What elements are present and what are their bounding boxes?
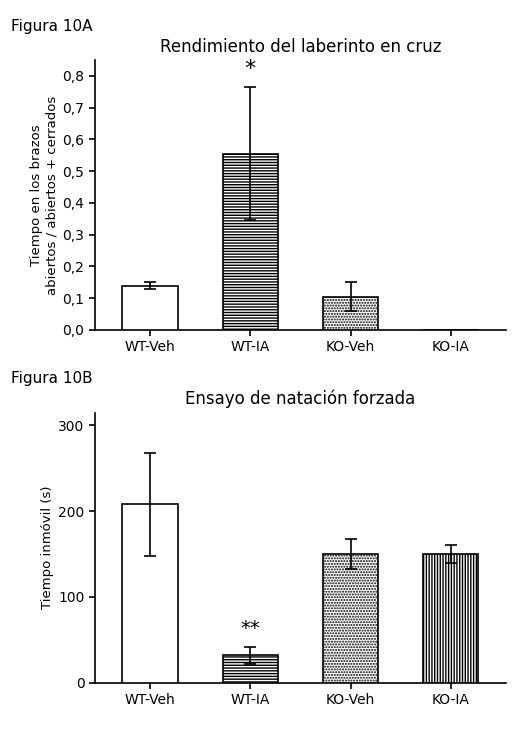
Bar <box>223 154 278 330</box>
Text: *: * <box>245 59 256 79</box>
Bar <box>323 297 378 330</box>
Text: Figura 10B: Figura 10B <box>11 371 92 386</box>
Title: Rendimiento del laberinto en cruz: Rendimiento del laberinto en cruz <box>160 38 441 56</box>
Bar <box>423 554 479 682</box>
Y-axis label: Tiempo en los brazos
abiertos / abiertos + cerrados: Tiempo en los brazos abiertos / abiertos… <box>30 95 58 295</box>
Y-axis label: Tiempo inmóvil (s): Tiempo inmóvil (s) <box>41 486 54 609</box>
Bar <box>122 286 178 330</box>
Bar <box>223 655 278 682</box>
Text: **: ** <box>240 620 260 638</box>
Bar <box>122 504 178 682</box>
Text: Figura 10A: Figura 10A <box>11 19 92 34</box>
Bar <box>323 554 378 682</box>
Title: Ensayo de natación forzada: Ensayo de natación forzada <box>186 390 415 408</box>
